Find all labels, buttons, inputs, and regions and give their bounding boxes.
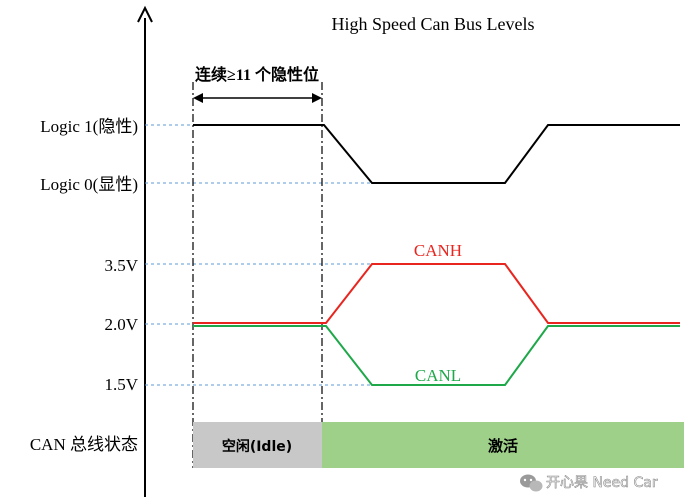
- reference-lines: [145, 124, 370, 386]
- label-3-5v: 3.5V: [104, 256, 138, 275]
- canh-label: CANH: [414, 241, 462, 260]
- watermark-text: 开心果 Need Car: [546, 475, 658, 491]
- chart-title: High Speed Can Bus Levels: [332, 14, 535, 34]
- label-2-0v: 2.0V: [104, 315, 138, 334]
- logic-waveform: [193, 124, 680, 184]
- idle-state-box: [193, 422, 322, 468]
- idle-state-label: 空闲(Idle): [222, 438, 292, 455]
- label-logic1: Logic 1(隐性): [40, 117, 138, 136]
- recessive-bits-label: 连续≥11 个隐性位: [195, 65, 319, 84]
- active-state-label: 激活: [488, 437, 518, 455]
- canl-label: CANL: [415, 366, 461, 385]
- canh-waveform: [193, 263, 680, 324]
- y-axis-arrow: [137, 5, 153, 23]
- label-1-5v: 1.5V: [104, 375, 138, 394]
- canl-waveform: [193, 325, 680, 386]
- label-logic0: Logic 0(显性): [40, 175, 138, 194]
- watermark: 开心果 Need Car: [520, 474, 658, 492]
- wechat-icon: [520, 474, 543, 492]
- active-state-box: [322, 422, 684, 468]
- label-bus-state: CAN 总线状态: [30, 435, 138, 454]
